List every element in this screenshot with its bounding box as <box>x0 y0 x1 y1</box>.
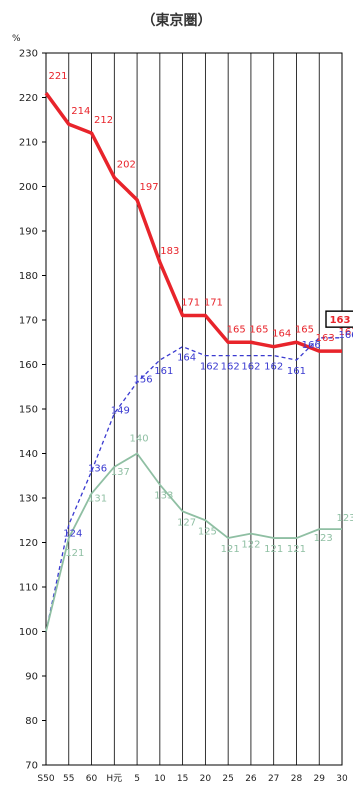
data-label: 162 <box>200 362 219 373</box>
data-label: 125 <box>198 526 217 537</box>
y-tick-label: 180 <box>19 271 38 282</box>
data-label: 124 <box>63 529 82 540</box>
data-label: 214 <box>71 106 90 117</box>
data-label: 156 <box>134 374 153 385</box>
y-axis-label: % <box>12 34 21 44</box>
x-tick-label: 30 <box>336 774 348 784</box>
y-tick-label: 190 <box>19 227 38 238</box>
data-label: 161 <box>287 366 306 377</box>
x-tick-label: H元 <box>106 774 122 784</box>
x-tick-label: 15 <box>177 774 188 784</box>
x-tick-label: 28 <box>291 774 303 784</box>
y-tick-label: 80 <box>25 716 38 727</box>
data-label: 166 <box>302 340 321 351</box>
data-label: 202 <box>117 160 136 171</box>
data-label: 165 <box>295 324 314 335</box>
data-label: 137 <box>111 467 130 478</box>
series-line-1 <box>45 337 342 632</box>
y-tick-label: 160 <box>19 360 38 371</box>
data-label: 136 <box>88 463 107 474</box>
data-label: 164 <box>177 353 196 364</box>
x-tick-label: 26 <box>245 774 257 784</box>
data-label: 164 <box>272 329 291 340</box>
y-tick-label: 70 <box>25 761 38 772</box>
data-label: 161 <box>154 366 173 377</box>
series-line-0 <box>44 92 342 353</box>
x-tick-label: 10 <box>154 774 166 784</box>
y-tick-label: 90 <box>25 672 38 683</box>
data-label: 123 <box>314 533 333 544</box>
y-tick-label: 130 <box>19 494 38 505</box>
x-tick-label: 55 <box>63 774 74 784</box>
series-line-2 <box>45 452 342 632</box>
data-label: 121 <box>287 544 306 555</box>
y-tick-label: 100 <box>19 627 38 638</box>
data-label: 127 <box>177 517 196 528</box>
data-label: 121 <box>221 544 240 555</box>
y-tick-label: 220 <box>19 93 38 104</box>
data-label: 121 <box>65 548 84 559</box>
x-tick-label: 20 <box>200 774 212 784</box>
data-label: 212 <box>94 115 113 126</box>
data-label: 165 <box>249 324 268 335</box>
data-label: 162 <box>221 362 240 373</box>
x-tick-label: 25 <box>222 774 233 784</box>
x-tick-label: 27 <box>268 774 279 784</box>
highlight-label: 163 <box>330 315 351 326</box>
data-label: 140 <box>130 434 149 445</box>
data-label: 149 <box>111 405 130 416</box>
y-tick-label: 230 <box>19 49 38 60</box>
data-label: 197 <box>140 182 159 193</box>
plot-frame <box>45 52 343 766</box>
data-label: 131 <box>88 494 107 505</box>
y-tick-label: 200 <box>19 182 38 193</box>
highlight-box <box>325 310 353 328</box>
data-label: 133 <box>154 491 173 502</box>
data-label: 221 <box>48 71 67 82</box>
x-tick-label: 29 <box>314 774 326 784</box>
chart-title: （東京圏） <box>141 13 212 29</box>
y-tick-label: 110 <box>19 583 38 594</box>
data-label: 122 <box>241 540 260 551</box>
y-tick-label: 150 <box>19 405 38 416</box>
data-label: 171 <box>204 298 223 309</box>
data-label: 171 <box>181 298 200 309</box>
data-label: 183 <box>160 246 179 257</box>
data-label: 163 <box>338 327 353 338</box>
y-tick-label: 170 <box>19 316 38 327</box>
data-label: 123 <box>336 513 353 524</box>
x-tick-label: S50 <box>37 774 54 784</box>
data-label: 165 <box>227 324 246 335</box>
y-tick-label: 140 <box>19 449 38 460</box>
data-label: 162 <box>264 362 283 373</box>
data-label: 163 <box>316 333 335 344</box>
data-label: 121 <box>264 544 283 555</box>
data-label: 162 <box>241 362 260 373</box>
x-tick-label: 5 <box>134 774 140 784</box>
y-tick-label: 120 <box>19 538 38 549</box>
data-label: 166 <box>338 330 353 341</box>
y-tick-label: 210 <box>19 138 38 149</box>
x-tick-label: 60 <box>86 774 98 784</box>
